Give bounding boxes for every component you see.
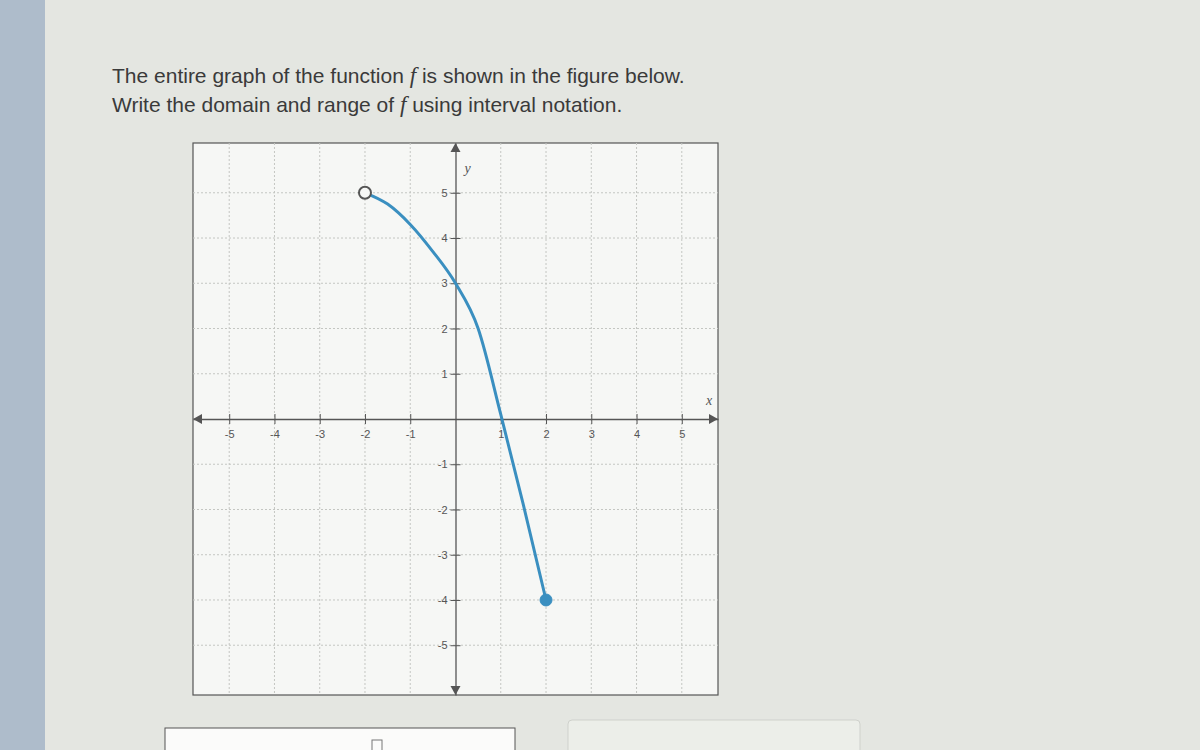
question-text: is shown in the figure below. bbox=[416, 64, 685, 87]
question-text: using interval notation. bbox=[406, 93, 622, 116]
tick: 5 bbox=[441, 187, 460, 199]
tick: -4 bbox=[438, 594, 461, 606]
function-curve bbox=[365, 193, 546, 600]
tick-label: 1 bbox=[441, 368, 447, 380]
tick-mark bbox=[410, 414, 411, 424]
tick-mark bbox=[451, 464, 461, 465]
tick-label: -1 bbox=[438, 458, 448, 470]
question-line: Write the domain and range of f using in… bbox=[112, 92, 622, 117]
tick-mark bbox=[320, 414, 321, 424]
tick: -3 bbox=[438, 549, 461, 561]
tick-mark bbox=[229, 414, 230, 424]
question-line: The entire graph of the function f is sh… bbox=[112, 63, 685, 88]
tick-label: 3 bbox=[589, 428, 595, 440]
tick-label: -3 bbox=[438, 549, 448, 561]
tick: -4 bbox=[270, 414, 280, 440]
tick: -1 bbox=[438, 458, 461, 470]
tick-mark bbox=[682, 414, 683, 424]
tick-mark bbox=[365, 414, 366, 424]
tick-label: -3 bbox=[315, 428, 325, 440]
tick: 5 bbox=[679, 414, 685, 440]
tick-label: 2 bbox=[543, 428, 549, 440]
tick: 2 bbox=[441, 323, 460, 335]
tick: 4 bbox=[441, 232, 460, 244]
tick-mark bbox=[451, 555, 461, 556]
tick-mark bbox=[546, 414, 547, 424]
tick-label: -4 bbox=[438, 594, 448, 606]
question-text: Write the domain and range of bbox=[112, 93, 400, 116]
tick-mark bbox=[451, 238, 461, 239]
tick-label: -2 bbox=[438, 504, 448, 516]
tick-mark bbox=[451, 193, 461, 194]
arrow bbox=[193, 414, 202, 424]
question-text: The entire graph of the function bbox=[112, 64, 410, 87]
tick-label: -5 bbox=[225, 428, 235, 440]
tick: -3 bbox=[315, 414, 325, 440]
tick-label: 4 bbox=[441, 232, 447, 244]
tick-mark bbox=[451, 509, 461, 510]
answer-box bbox=[165, 728, 515, 750]
closed-endpoint bbox=[540, 594, 552, 606]
tick: 1 bbox=[441, 368, 460, 380]
tick-label: -5 bbox=[438, 639, 448, 651]
tick-label: 4 bbox=[634, 428, 640, 440]
side-strip bbox=[0, 0, 45, 750]
tick-label: 5 bbox=[679, 428, 685, 440]
page: The entire graph of the function f is sh… bbox=[0, 0, 1200, 750]
tick-mark bbox=[451, 645, 461, 646]
arrow bbox=[709, 414, 718, 424]
answer-icon bbox=[372, 740, 382, 750]
tick: -2 bbox=[438, 504, 461, 516]
tick-label: -1 bbox=[406, 428, 416, 440]
tick-mark bbox=[637, 414, 638, 424]
tool-panel bbox=[568, 720, 860, 750]
tick: -5 bbox=[225, 414, 235, 440]
tick-label: 5 bbox=[441, 187, 447, 199]
grid bbox=[193, 143, 718, 695]
background bbox=[0, 0, 1200, 750]
tick-label: 3 bbox=[441, 277, 447, 289]
tick-mark bbox=[451, 600, 461, 601]
tick-mark bbox=[274, 414, 275, 424]
tick: 3 bbox=[589, 414, 595, 440]
tick: -1 bbox=[406, 414, 416, 440]
arrow bbox=[451, 143, 461, 152]
y-axis-title: y bbox=[463, 161, 472, 176]
tick-mark bbox=[591, 414, 592, 424]
tick-label: -2 bbox=[361, 428, 371, 440]
tick-mark bbox=[451, 329, 461, 330]
x-axis-title: x bbox=[705, 393, 713, 408]
tick-mark bbox=[451, 374, 461, 375]
tick-label: -4 bbox=[270, 428, 280, 440]
graph-frame bbox=[193, 143, 718, 695]
tick: 2 bbox=[543, 414, 549, 440]
open-endpoint bbox=[359, 187, 371, 199]
tick: 4 bbox=[634, 414, 640, 440]
arrow bbox=[451, 686, 461, 695]
y-axis: -5 -4 -3 -2 -1 1 2 3 4 5 bbox=[438, 144, 461, 696]
tick-label: 2 bbox=[441, 323, 447, 335]
tick: -5 bbox=[438, 639, 461, 651]
axis-arrows bbox=[193, 143, 718, 695]
axis-line bbox=[455, 144, 456, 696]
tick: -2 bbox=[361, 414, 371, 440]
plot-area bbox=[359, 187, 552, 606]
